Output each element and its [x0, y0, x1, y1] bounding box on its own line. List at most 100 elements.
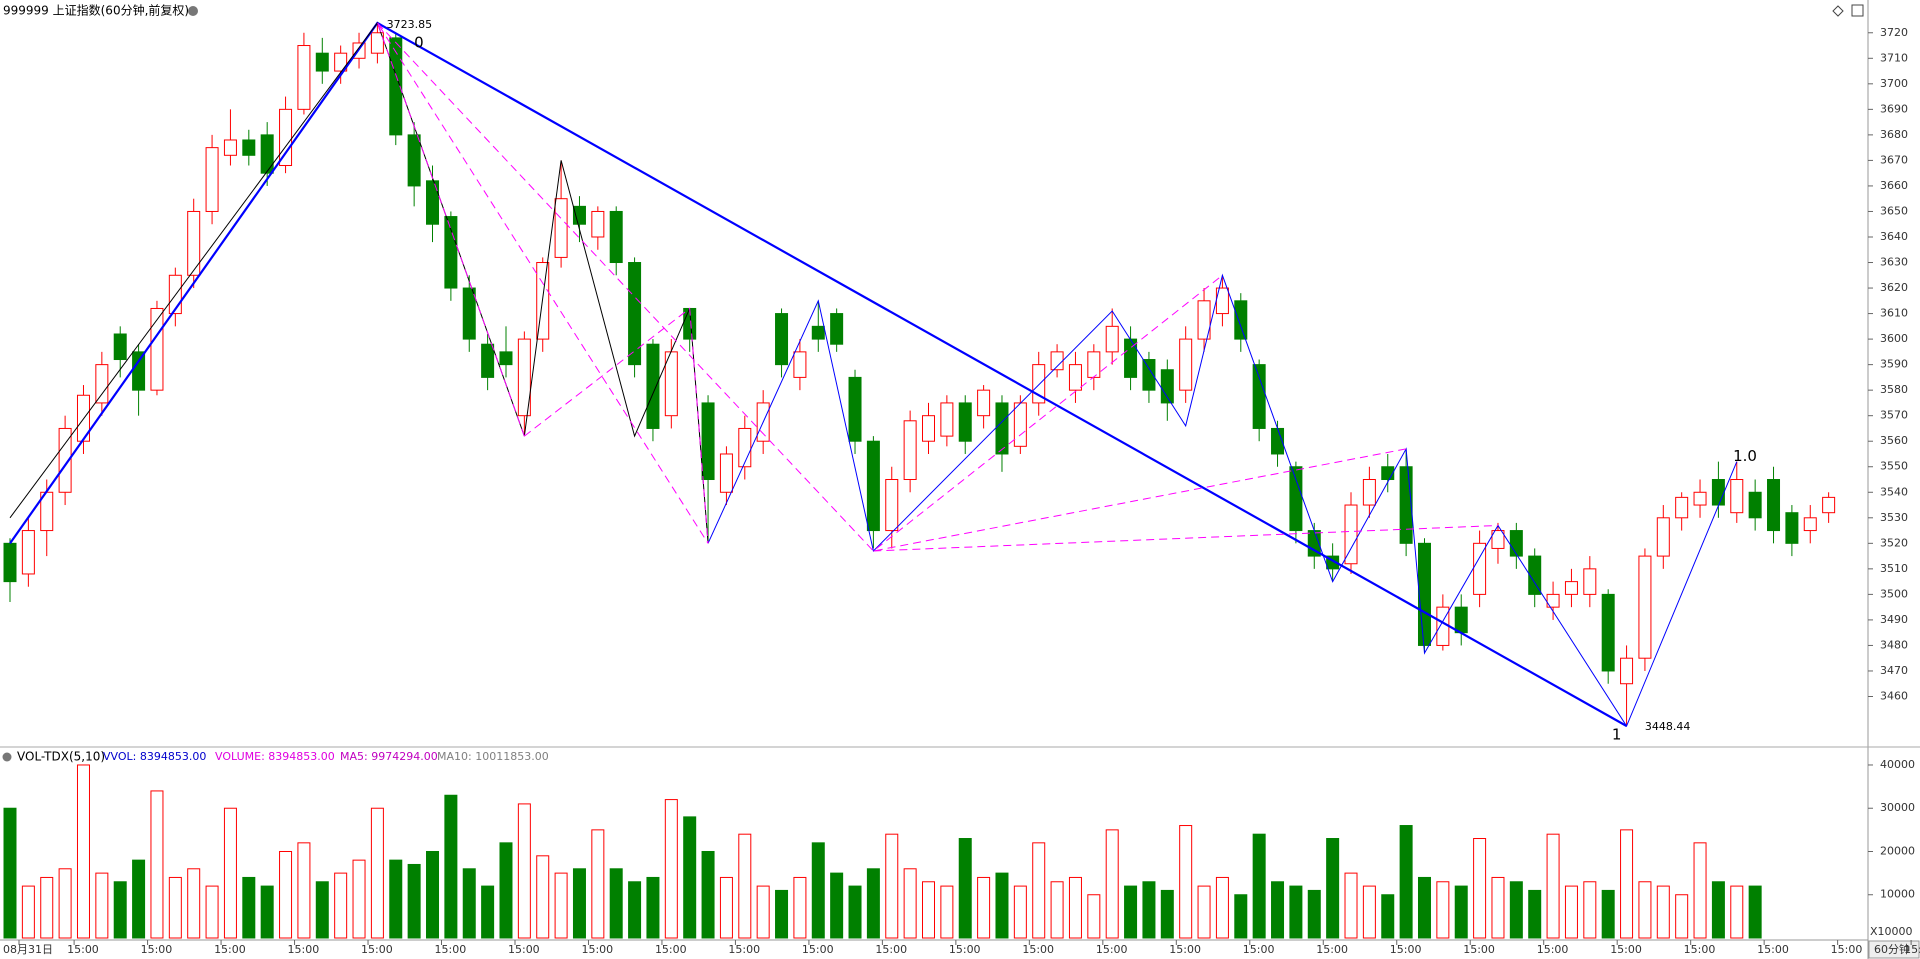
candle-body	[922, 415, 935, 442]
x-tick-label: 08月31日	[3, 943, 53, 956]
indicator-label: VOLUME: 8394853.00	[215, 750, 335, 763]
candle-body	[187, 210, 201, 276]
candle-body	[370, 32, 384, 54]
period-label: 60分钟	[1874, 942, 1910, 956]
candle-body	[1509, 530, 1523, 557]
volume-bar	[113, 881, 127, 939]
volume-bar	[58, 868, 72, 939]
candle-body	[1675, 496, 1689, 519]
volume-bar	[1142, 881, 1156, 939]
volume-bar	[1197, 885, 1211, 939]
volume-bar	[1013, 885, 1027, 939]
volume-bar	[775, 889, 789, 939]
volume-bar	[1546, 833, 1560, 939]
y-tick-label: 3610	[1880, 307, 1908, 320]
volume-bar	[426, 850, 440, 939]
x-tick-label: 15:00	[1757, 943, 1789, 956]
candle-body	[1730, 479, 1744, 514]
volume-bar	[150, 790, 164, 939]
volume-bar	[1326, 838, 1340, 939]
candle-body	[609, 210, 623, 264]
candle-body	[554, 198, 568, 258]
volume-bar	[793, 876, 807, 939]
candle-body	[1711, 479, 1725, 506]
candle-body	[95, 364, 109, 404]
candle-body	[462, 287, 476, 340]
y-tick-label: 3680	[1880, 128, 1908, 141]
volume-bar	[664, 799, 678, 939]
volume-bar	[1271, 881, 1285, 939]
volume-bar	[1730, 885, 1744, 939]
y-tick-label: 30000	[1880, 801, 1915, 814]
x-tick-label: 15:00	[1610, 943, 1642, 956]
x-tick-label: 15:00	[581, 943, 613, 956]
candle-body	[481, 343, 495, 378]
candle-body	[940, 402, 954, 437]
volume-bar	[683, 816, 697, 939]
candle-body	[995, 402, 1009, 455]
period-box[interactable]	[1868, 940, 1920, 959]
box-icon[interactable]	[1851, 4, 1864, 17]
x-tick-label: 15:00	[1537, 943, 1569, 956]
indicator-label: MA10: 10011853.00	[437, 750, 549, 763]
volume-bar	[701, 850, 715, 939]
candle-body	[1399, 466, 1413, 544]
volume-bar	[1693, 842, 1707, 939]
annotation: 0	[414, 33, 424, 51]
volume-bar	[609, 868, 623, 939]
candle-body	[1454, 606, 1468, 634]
volume-bar	[958, 838, 972, 939]
diamond-icon[interactable]	[1832, 5, 1844, 17]
candle-body	[1289, 466, 1303, 532]
candle-body	[260, 134, 274, 174]
candle-body	[1087, 351, 1101, 378]
y-tick-label: 3500	[1880, 587, 1908, 600]
y-tick-label: 3520	[1880, 536, 1908, 549]
x-tick-label: 15:00	[141, 943, 173, 956]
x-tick-label: 15:00	[1831, 943, 1863, 956]
volume-bar	[1381, 894, 1395, 939]
candle-body	[1785, 512, 1799, 544]
x-tick-label: 15:00	[802, 943, 834, 956]
volume-bar	[1362, 885, 1376, 939]
trend-line	[377, 22, 874, 552]
trend-line	[873, 524, 1498, 552]
candle-body	[1381, 466, 1395, 481]
candle-body	[738, 427, 752, 468]
menu-icon[interactable]	[2, 752, 12, 762]
candle-body	[1620, 657, 1634, 685]
volume-bar	[554, 872, 568, 939]
volume-bar	[646, 876, 660, 939]
candle-body	[407, 134, 421, 187]
y-tick-label: 3470	[1880, 664, 1908, 677]
candle-body	[242, 139, 256, 156]
volume-bar	[3, 807, 17, 939]
volume-bar	[719, 876, 733, 939]
volume-bar	[1215, 876, 1229, 939]
candle-body	[1546, 593, 1560, 608]
y-tick-label: 3690	[1880, 102, 1908, 115]
candle-body	[315, 52, 329, 72]
volume-bar	[76, 764, 90, 939]
candle-body	[444, 216, 458, 289]
candle-body	[793, 351, 807, 378]
y-tick-label: 3600	[1880, 332, 1908, 345]
volume-bar	[315, 881, 329, 939]
volume-bar	[830, 872, 844, 939]
volume-bar	[334, 872, 348, 939]
candle-body	[1362, 479, 1376, 506]
volume-bar	[848, 885, 862, 939]
trend-line	[707, 273, 1738, 728]
volume-bar	[1564, 885, 1578, 939]
volume-bar	[1436, 881, 1450, 939]
candle-body	[132, 351, 146, 391]
y-tick-label: 10000	[1880, 888, 1915, 901]
candle-body	[1822, 496, 1836, 514]
menu-icon[interactable]	[188, 6, 198, 16]
candle-body	[58, 427, 72, 493]
volume-bar	[885, 833, 899, 939]
chart-title: 999999 上证指数(60分钟,前复权)	[3, 3, 189, 18]
annotation: 1	[1612, 725, 1622, 743]
volume-bar	[499, 842, 513, 939]
volume-bar	[1638, 881, 1652, 939]
